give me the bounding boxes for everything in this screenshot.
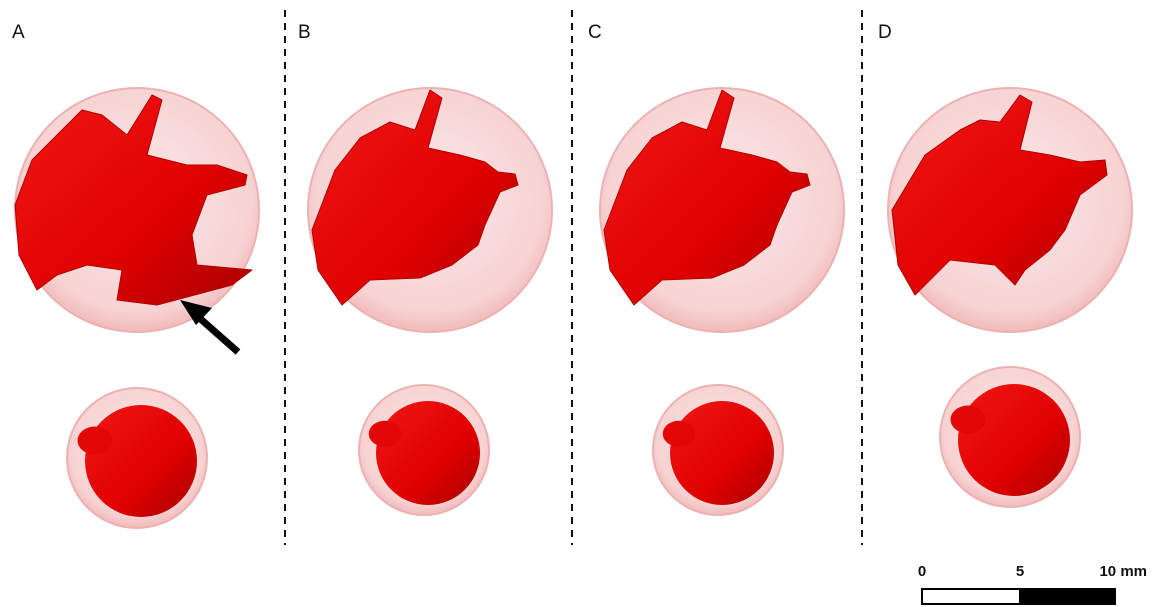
scale-label: 0 bbox=[918, 563, 926, 580]
tumor-rendering bbox=[958, 384, 1070, 496]
tumor-rendering bbox=[376, 401, 480, 505]
tumor-bulge bbox=[78, 427, 113, 455]
scale-label: 5 bbox=[1016, 563, 1024, 580]
tumor-bulge bbox=[369, 421, 402, 447]
panel-label: C bbox=[588, 22, 602, 43]
scale-bar: 0 5 10 mm bbox=[918, 563, 1147, 604]
panel-label: A bbox=[12, 22, 25, 43]
panel-label: B bbox=[298, 22, 311, 43]
tumor-rendering bbox=[670, 401, 774, 505]
tumor-bulge bbox=[951, 406, 986, 434]
renderings bbox=[15, 88, 1132, 528]
arrow bbox=[180, 300, 238, 352]
panel-label: D bbox=[878, 22, 892, 43]
figure: A B C D 0 5 10 mm bbox=[0, 0, 1152, 607]
tumor-rendering bbox=[85, 405, 197, 517]
scale-label: 10 mm bbox=[1099, 563, 1147, 580]
tumor-bulge bbox=[663, 421, 696, 447]
